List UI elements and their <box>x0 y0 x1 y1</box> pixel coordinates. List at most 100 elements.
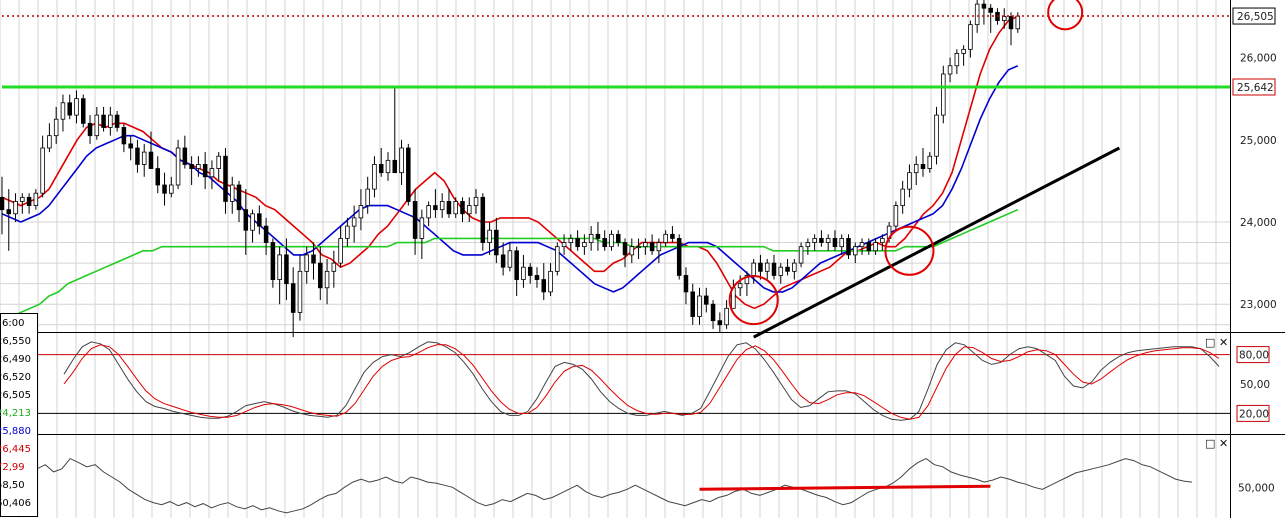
candle-body <box>263 225 269 243</box>
highlight-circle <box>728 275 779 326</box>
candle-body <box>324 270 330 289</box>
stochastic-level-tag-box <box>1236 404 1270 422</box>
candle-body <box>311 254 316 264</box>
stochastic-tick-label: 50,00 <box>1240 379 1270 391</box>
candle-body <box>968 24 973 50</box>
candle-body <box>907 172 912 190</box>
candle-body <box>297 270 303 313</box>
candle-body <box>250 213 255 231</box>
candle-body <box>534 275 540 280</box>
candle-body <box>913 164 919 174</box>
candle-body <box>378 164 384 174</box>
candle-body <box>832 238 838 248</box>
candle-body <box>216 155 221 169</box>
candle-body <box>385 159 391 174</box>
candle-body <box>825 238 831 243</box>
oscillator-maximize-icon: □ <box>1205 437 1215 450</box>
candle-body <box>758 262 763 272</box>
stochastic-d-line <box>63 344 1220 420</box>
candle-body <box>609 233 614 248</box>
stochastic-close-icon: ✕ <box>1219 336 1228 349</box>
oscillator-trendline <box>699 484 991 491</box>
candle-body <box>602 238 607 248</box>
candle-body <box>961 48 966 54</box>
stochastic-maximize-icon: □ <box>1205 336 1215 349</box>
candle-body <box>94 114 100 137</box>
candle-body <box>189 164 194 169</box>
candle-body <box>331 262 337 272</box>
oscillator-close-icon: ✕ <box>1219 437 1228 450</box>
candle-body <box>873 242 878 252</box>
moving-average-lines <box>1 15 1019 322</box>
candle-body <box>372 164 377 190</box>
candle-body <box>338 238 343 264</box>
candle-body <box>351 217 357 227</box>
candle-body <box>358 205 364 219</box>
candle-body <box>74 98 79 116</box>
candle-body <box>480 196 486 243</box>
candle-body <box>433 205 438 211</box>
candle-body <box>202 164 208 178</box>
candle-body <box>947 65 953 75</box>
candle-body <box>162 184 167 194</box>
candle-body <box>108 114 113 128</box>
data-window-value: 26,505 <box>0 390 31 401</box>
candle-body <box>1015 15 1021 30</box>
oscillator-line <box>36 457 1193 514</box>
candle-body <box>60 102 66 120</box>
candle-body <box>229 184 235 202</box>
candle-body <box>20 196 25 202</box>
candle-body <box>670 233 675 239</box>
candlesticks <box>0 0 1021 338</box>
candle-body <box>805 242 811 248</box>
candle-body <box>494 229 499 256</box>
candle-body <box>209 168 215 178</box>
candle-body <box>26 196 32 206</box>
candle-body <box>859 242 865 248</box>
candle-body <box>846 238 851 256</box>
price-axis: 23,000 24,000 25,000 26,000 26,505 25,642 <box>1232 7 1277 311</box>
candle-body <box>0 196 5 211</box>
data-window-value: 58,50 <box>0 480 25 491</box>
candle-body <box>588 233 594 243</box>
candle-body <box>446 201 452 215</box>
candle-body <box>656 242 662 252</box>
last-price-tag-box <box>1232 7 1276 25</box>
price-tick-label: 24,000 <box>1240 217 1277 229</box>
candle-body <box>819 238 824 243</box>
candle-body <box>141 151 147 165</box>
candle-body <box>629 246 635 256</box>
candle-body <box>13 201 18 215</box>
candle-body <box>988 7 993 13</box>
candle-body <box>365 188 370 206</box>
chart-overlays <box>2 0 1230 339</box>
candle-body <box>771 262 777 276</box>
last-price-tag: 26,505 <box>1237 11 1274 23</box>
candle-body <box>595 233 601 239</box>
stochastic-level-tag-box <box>1236 346 1270 364</box>
candle-body <box>785 266 790 272</box>
candle-body <box>101 114 106 128</box>
candle-body <box>676 238 682 276</box>
candle-body <box>541 279 547 293</box>
candle-body <box>406 147 411 202</box>
candle-body <box>196 164 201 169</box>
candle-body <box>954 53 960 67</box>
stochastic-k-line <box>63 341 1220 421</box>
candle-body <box>555 246 560 272</box>
candle-body <box>575 238 580 248</box>
data-window-value: 26,445 <box>0 444 31 455</box>
candle-body <box>704 295 709 305</box>
candle-body <box>128 143 133 149</box>
candle-body <box>812 238 817 243</box>
candle-body <box>67 102 72 116</box>
candle-body <box>798 246 804 264</box>
candle-body <box>778 266 784 276</box>
candle-body <box>737 283 743 289</box>
candle-body <box>792 262 797 272</box>
candle-body <box>284 254 289 285</box>
candle-body <box>277 254 282 280</box>
candle-body <box>615 233 621 243</box>
candle-body <box>568 238 574 243</box>
candle-body <box>290 283 296 313</box>
